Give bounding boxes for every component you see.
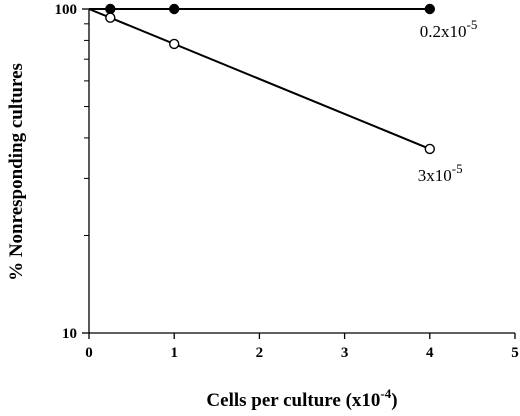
series-layer: [88, 3, 435, 155]
y-axis-title: % Nonresponding cultures: [6, 63, 27, 281]
x-tick-label: 5: [511, 345, 519, 361]
y-ticks: 10 100: [55, 2, 89, 342]
data-point: [168, 3, 180, 15]
axes: [88, 9, 515, 334]
data-point: [168, 38, 180, 50]
series-labels: 0.2x10-5 3x10-5: [418, 17, 478, 185]
data-point: [424, 143, 435, 155]
data-point: [424, 3, 435, 15]
data-point: [105, 12, 116, 23]
series-1: [88, 8, 435, 155]
x-axis-title: Cells per culture (x10-4): [206, 386, 397, 411]
series-label-1: 3x10-5: [418, 161, 463, 185]
x-tick-label: 0: [85, 345, 93, 361]
x-tick-label: 3: [341, 345, 349, 361]
y-tick-label: 100: [55, 2, 78, 18]
x-tick-label: 1: [170, 345, 178, 361]
y-tick-label: 10: [62, 326, 77, 342]
fit-line: [88, 8, 431, 150]
series-0: [89, 3, 435, 15]
x-tick-label: 2: [256, 345, 264, 361]
series-label-0: 0.2x10-5: [420, 17, 478, 41]
x-tick-label: 4: [426, 345, 434, 361]
data-point: [105, 3, 116, 15]
x-ticks: 0 1 2 3 4 5: [85, 333, 519, 361]
